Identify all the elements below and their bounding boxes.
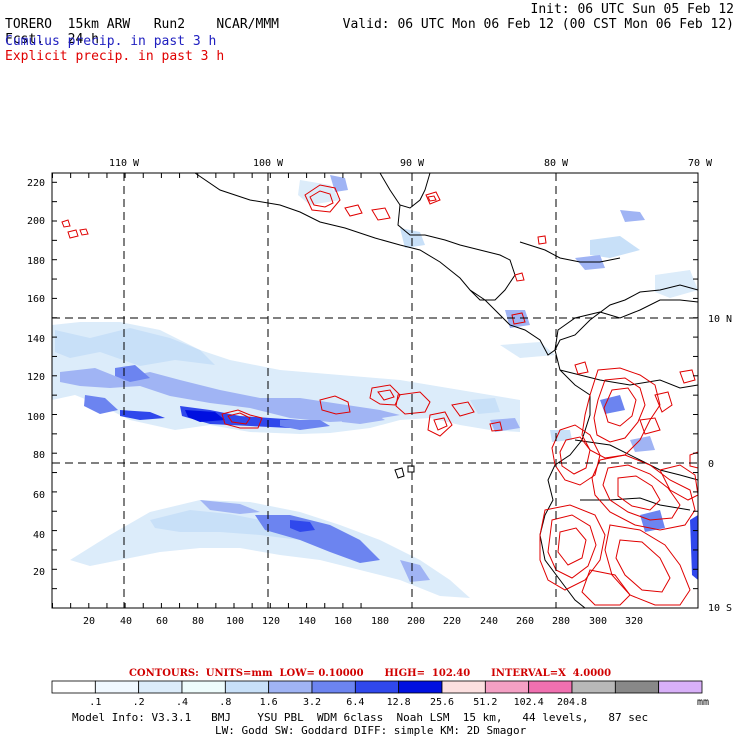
- x-tick-label: 180: [371, 616, 389, 627]
- colorbar-label: 51.2: [473, 697, 497, 708]
- org-label: NCAR/MMM: [216, 17, 279, 32]
- x-tick-label: 120: [262, 616, 280, 627]
- lon-label: 70 W: [688, 158, 713, 169]
- run-label: Run2: [153, 17, 186, 32]
- x-tick-label: 220: [443, 616, 461, 627]
- colorbar-swatch: [224, 680, 270, 694]
- explicit-precip-contours: [61, 184, 699, 606]
- x-tick-label: 200: [407, 616, 425, 627]
- x-tick-label: 60: [156, 616, 168, 627]
- fcst-label: Fcst.: [5, 32, 45, 47]
- colorbar-label: 25.6: [430, 697, 454, 708]
- contour-info: CONTOURS: UNITS=mm LOW= 0.10000 HIGH= 10…: [128, 668, 612, 679]
- colorbar-swatch: [181, 680, 226, 694]
- colorbar-swatch: [354, 680, 400, 694]
- lon-label: 90 W: [400, 158, 425, 169]
- x-tick-label: 260: [516, 616, 534, 627]
- x-tick-label: 320: [625, 616, 643, 627]
- colorbar-label: 6.4: [346, 697, 364, 708]
- forecast-hour: Fcst. 24 h: [5, 17, 99, 47]
- lon-label: 110 W: [109, 158, 140, 169]
- latitude-labels: 10 N 0 10 S: [708, 314, 732, 614]
- x-tick-label: 20: [83, 616, 95, 627]
- colorbar-label: 12.8: [387, 697, 411, 708]
- lat-label: 10 S: [708, 603, 732, 614]
- y-tick-label: 120: [27, 372, 45, 383]
- colorbar-label: .2: [133, 697, 145, 708]
- legend-cumulus: Cumulus precip. in past 3 h: [5, 34, 217, 49]
- longitude-labels: 110 W 100 W 90 W 80 W 70 W: [109, 158, 713, 169]
- colorbar-swatch: [138, 680, 183, 694]
- x-tick-label: 300: [589, 616, 607, 627]
- model-info-line-1: Model Info: V3.3.1 BMJ YSU PBL WDM 6clas…: [72, 711, 649, 724]
- colorbar-swatch: [311, 680, 356, 694]
- x-tick-label: 100: [226, 616, 244, 627]
- colorbar-label: 102.4: [514, 697, 544, 708]
- valid-time: Valid: 06 UTC Mon 06 Feb 12 (00 CST Mon …: [342, 17, 734, 32]
- grid-spacing: 15km ARW: [67, 17, 131, 32]
- cumulus-precip-shading: [52, 175, 698, 598]
- y-tick-label: 140: [27, 334, 45, 345]
- y-tick-label: 80: [33, 450, 45, 461]
- y-tick-label: 220: [27, 178, 45, 189]
- colorbar-swatch: [528, 680, 573, 694]
- y-tick-label: 200: [27, 216, 45, 227]
- model-title: TORERO 15km ARW Run2 NCAR/MMM: [5, 2, 279, 32]
- x-tick-label: 280: [552, 616, 570, 627]
- legend-explicit: Explicit precip. in past 3 h: [5, 49, 225, 64]
- x-tick-label: 240: [480, 616, 498, 627]
- lon-label: 100 W: [253, 158, 284, 169]
- init-time: Init: 06 UTC Sun 05 Feb 12: [530, 2, 735, 17]
- y-tick-label: 160: [27, 294, 45, 305]
- y-tick-label: 40: [33, 530, 45, 541]
- colorbar-swatch: [94, 680, 140, 694]
- fcst-value: 24 h: [67, 32, 99, 47]
- colorbar-swatch: [398, 680, 443, 694]
- colorbar-swatch: [441, 680, 486, 694]
- colorbar-unit: mm: [697, 697, 709, 708]
- x-tick-label: 160: [334, 616, 352, 627]
- x-tick-labels: 20 40 60 80 100 120 140 160 180 200 220 …: [83, 616, 643, 627]
- colorbar-label: .1: [89, 697, 101, 708]
- colorbar-swatch: [268, 680, 313, 694]
- y-tick-label: 60: [33, 490, 45, 501]
- map-frame: [51, 172, 699, 609]
- y-tick-label: 180: [27, 256, 45, 267]
- y-tick-label: 20: [33, 567, 45, 578]
- lat-label: 10 N: [708, 314, 732, 325]
- colorbar-label: .4: [176, 697, 188, 708]
- colorbar-swatch: [614, 680, 660, 694]
- y-tick-marks: [52, 181, 698, 609]
- x-tick-marks: [52, 173, 362, 608]
- colorbar-swatch: [51, 680, 96, 694]
- x-tick-label: 140: [298, 616, 316, 627]
- graticule: [52, 173, 698, 608]
- colorbar: .1 .2 .4 .8 1.6 3.2 6.4 12.8 25.6 51.2 102.4 204.8: [51, 680, 703, 708]
- y-tick-labels: 20 40 60 80 100 120 140 160 180 200 220: [27, 178, 45, 578]
- colorbar-label: .8: [219, 697, 231, 708]
- colorbar-label: 204.8: [557, 697, 587, 708]
- x-tick-label: 80: [192, 616, 204, 627]
- model-name: TORERO: [5, 17, 52, 32]
- lat-label: 0: [708, 459, 714, 470]
- colorbar-swatch: [571, 680, 616, 694]
- colorbar-label: 1.6: [260, 697, 278, 708]
- colorbar-swatch: [658, 680, 703, 694]
- y-tick-label: 100: [27, 412, 45, 423]
- model-info-line-2: LW: Godd SW: Goddard DIFF: simple KM: 2D…: [215, 724, 527, 737]
- colorbar-label: 3.2: [303, 697, 321, 708]
- colorbar-swatch: [484, 680, 530, 694]
- lon-label: 80 W: [544, 158, 569, 169]
- x-tick-label: 40: [120, 616, 132, 627]
